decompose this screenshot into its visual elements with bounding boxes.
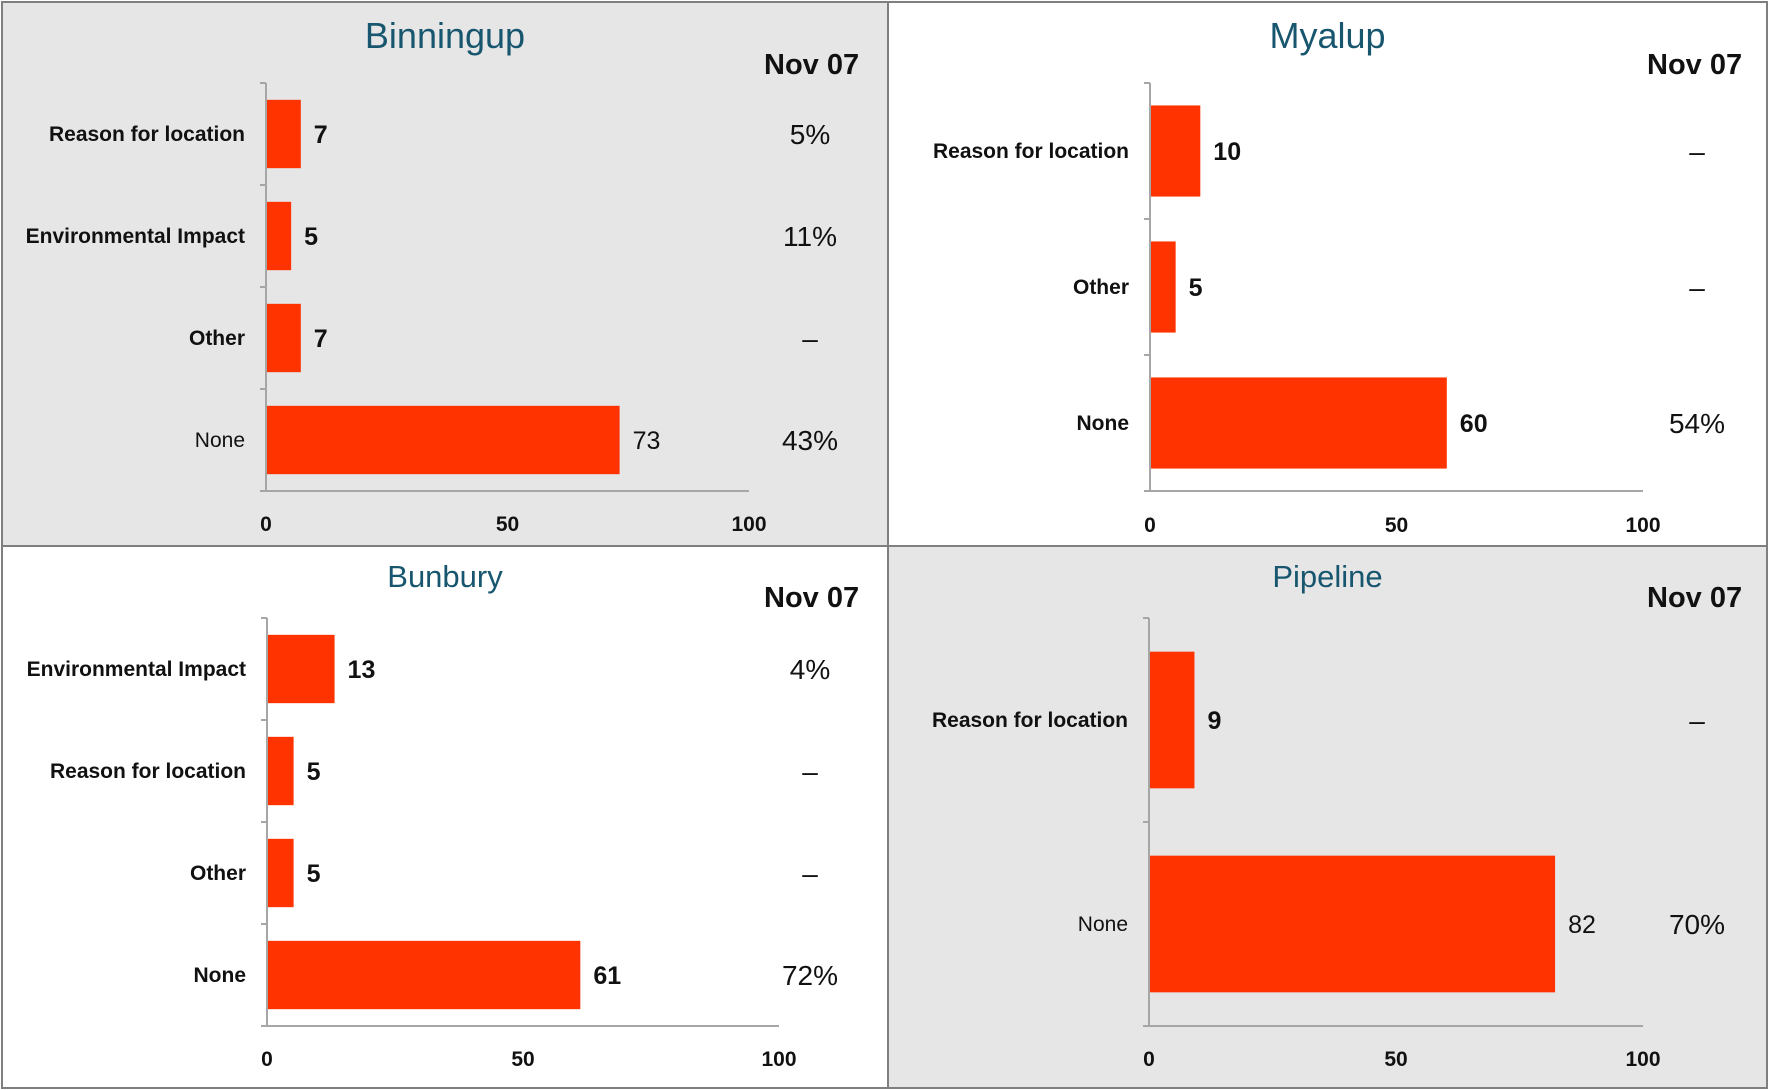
category-label: Other (1073, 276, 1129, 299)
x-tick-label: 0 (260, 513, 272, 536)
value-label: 5 (307, 758, 321, 786)
value-label: 5 (1189, 274, 1203, 302)
bar-chart-pipeline: Reason for location 9 – None 82 70% 0 50 100 (932, 617, 1725, 1071)
nov07-value: 70% (1669, 909, 1725, 940)
x-tick-label: 50 (1384, 1048, 1407, 1071)
chart-panel-pipeline: Pipeline Nov 07 Reason for location 9 – Non… (887, 545, 1768, 1089)
bar (267, 201, 292, 271)
category-label: Other (189, 327, 245, 350)
value-label: 7 (314, 325, 328, 353)
value-label: 61 (593, 962, 621, 990)
nov07-value: 54% (1669, 408, 1725, 439)
x-tick-label: 0 (1143, 1048, 1155, 1071)
nov07-value: – (802, 858, 818, 889)
value-label: 10 (1213, 138, 1241, 166)
value-label: 73 (633, 427, 661, 455)
category-label: None (1078, 913, 1128, 936)
x-tick-label: 100 (731, 513, 766, 536)
category-label: Environmental Impact (26, 225, 245, 248)
bar (268, 838, 294, 908)
x-tick-label: 100 (761, 1048, 796, 1071)
category-label: None (194, 964, 247, 987)
nov07-value: 72% (782, 960, 838, 991)
bar (268, 634, 335, 704)
bar-chart-myalup: Reason for location 10 – Other 5 – None 60 54% 0 5… (933, 82, 1725, 537)
nov07-value: 5% (790, 119, 830, 150)
category-label: None (195, 429, 245, 452)
nov07-value: – (802, 323, 818, 354)
bar (267, 303, 301, 373)
nov07-value: – (1689, 136, 1705, 167)
category-label: Other (190, 862, 246, 885)
bar (268, 940, 581, 1010)
value-label: 82 (1568, 911, 1596, 939)
nov07-value: – (802, 756, 818, 787)
value-label: 9 (1207, 707, 1221, 735)
nov07-header: Nov 07 (764, 49, 860, 81)
x-tick-label: 100 (1625, 1048, 1660, 1071)
x-tick-label: 100 (1625, 514, 1660, 537)
x-tick-label: 50 (496, 513, 519, 536)
nov07-value: – (1689, 705, 1705, 736)
bar (1151, 105, 1201, 197)
chart-panel-myalup: Myalup Nov 07 Reason for location 10 – Othe… (887, 1, 1768, 547)
nov07-value: 4% (790, 654, 830, 685)
bar-chart-bunbury: Environmental Impact 13 4% Reason for locat… (27, 617, 838, 1071)
nov07-value: – (1689, 272, 1705, 303)
chart-panel-binningup: Binningup Nov 07 Reason for location 7 5% E… (1, 1, 889, 547)
value-label: 5 (307, 860, 321, 888)
category-label: Environmental Impact (27, 658, 246, 681)
x-tick-label: 50 (511, 1048, 534, 1071)
category-label: Reason for location (933, 140, 1129, 163)
nov07-value: 11% (783, 221, 837, 252)
bar (267, 405, 620, 475)
value-label: 13 (348, 656, 376, 684)
bar (268, 736, 294, 806)
chart-title: Bunbury (387, 559, 503, 594)
value-label: 7 (314, 121, 328, 149)
bar (267, 99, 301, 169)
chart-title: Myalup (1269, 15, 1386, 56)
category-label: Reason for location (50, 760, 246, 783)
nov07-header: Nov 07 (764, 582, 860, 614)
chart-title: Pipeline (1272, 559, 1383, 594)
chart-title: Binningup (364, 15, 526, 56)
bar (1150, 855, 1556, 993)
nov07-value: 43% (782, 425, 838, 456)
bar-chart-binningup: Reason for location 7 5% Environmental Impa… (26, 82, 838, 536)
x-tick-label: 50 (1385, 514, 1408, 537)
category-label: Reason for location (49, 123, 245, 146)
chart-panel-bunbury: Bunbury Nov 07 Environmental Impact 13 4% R… (1, 545, 889, 1089)
nov07-header: Nov 07 (1647, 582, 1743, 614)
value-label: 60 (1460, 410, 1488, 438)
bar (1150, 651, 1195, 789)
category-label: Reason for location (932, 709, 1128, 732)
value-label: 5 (304, 223, 318, 251)
bar (1151, 241, 1176, 333)
bar (1151, 377, 1447, 469)
nov07-header: Nov 07 (1647, 49, 1743, 81)
x-tick-label: 0 (1144, 514, 1156, 537)
category-label: None (1077, 412, 1130, 435)
x-tick-label: 0 (261, 1048, 273, 1071)
